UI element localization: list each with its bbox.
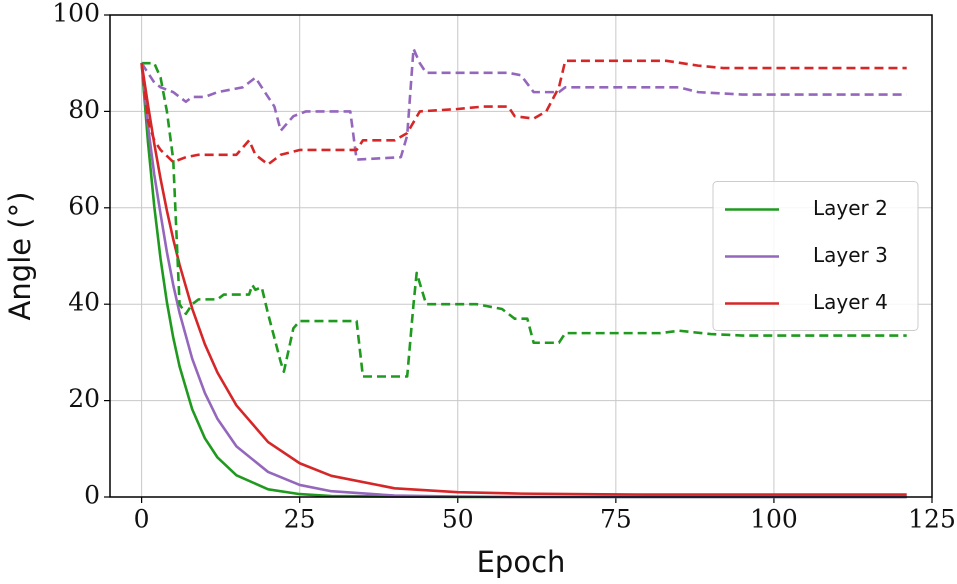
x-tick-label: 50 xyxy=(442,505,474,534)
y-tick-label: 80 xyxy=(68,95,100,124)
x-tick-label: 100 xyxy=(750,505,798,534)
x-axis-label: Epoch xyxy=(477,545,566,579)
series-line xyxy=(140,59,907,166)
y-axis-label: Angle (°) xyxy=(3,192,37,321)
series-line xyxy=(140,63,907,496)
x-tick-label: 25 xyxy=(284,505,316,534)
legend-label: Layer 4 xyxy=(813,290,888,314)
x-tick-label: 125 xyxy=(908,505,956,534)
y-tick-label: 20 xyxy=(68,384,100,413)
legend: Layer 2 Layer 3 Layer 4 xyxy=(712,181,919,331)
x-tick-label: 0 xyxy=(134,505,150,534)
series-line xyxy=(140,47,907,161)
plot-frame xyxy=(109,14,933,498)
legend-label: Layer 2 xyxy=(813,196,888,220)
legend-box xyxy=(712,181,919,331)
series-line xyxy=(141,61,907,378)
legend-label: Layer 3 xyxy=(813,243,888,267)
x-tick-label: 75 xyxy=(600,505,632,534)
y-tick-label: 40 xyxy=(68,288,100,317)
y-tick-label: 100 xyxy=(52,0,100,28)
y-tick-label: 0 xyxy=(84,481,100,510)
y-tick-label: 60 xyxy=(68,191,100,220)
